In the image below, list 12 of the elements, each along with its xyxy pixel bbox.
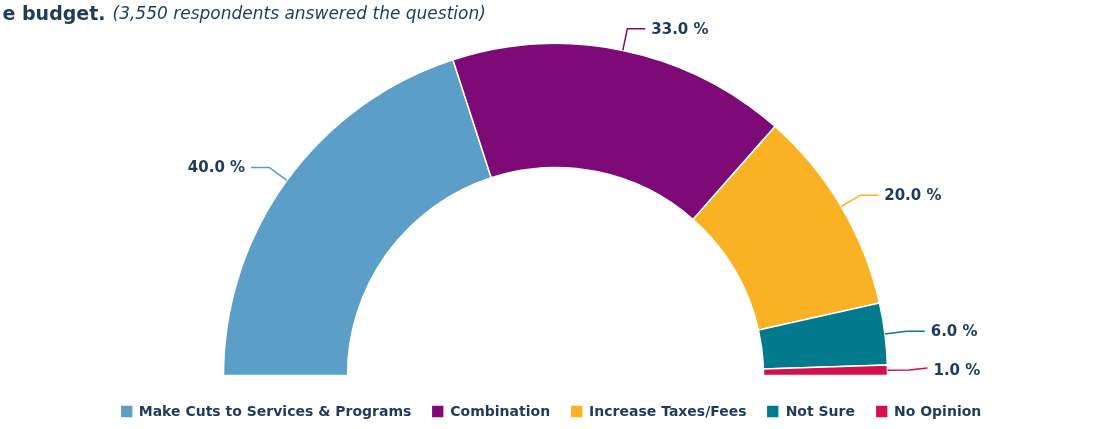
legend-label: Increase Taxes/Fees [589, 403, 747, 419]
data-label: 20.0 % [884, 186, 942, 205]
legend-label: Combination [450, 403, 551, 419]
data-label: 40.0 % [187, 158, 246, 177]
chart-title: e budget. [2, 1, 106, 24]
data-label: 33.0 % [651, 19, 709, 38]
data-label: 6.0 % [930, 322, 978, 341]
legend-label: No Opinion [893, 403, 982, 419]
legend-label: Make Cuts to Services & Programs [138, 403, 412, 419]
data-label: 1.0 % [933, 360, 981, 379]
legend-label: Not Sure [785, 403, 855, 419]
chart-subtitle: (3,550 respondents answered the question) [112, 2, 486, 23]
